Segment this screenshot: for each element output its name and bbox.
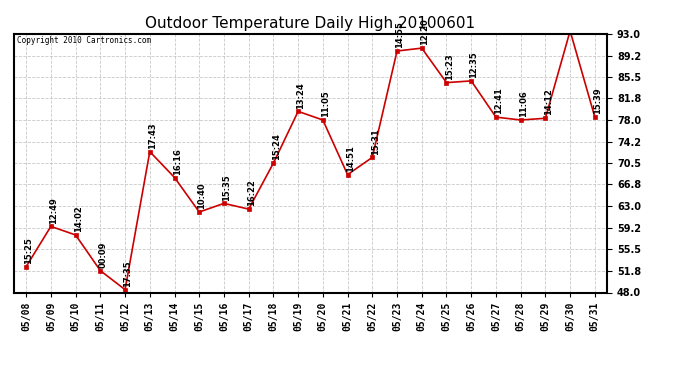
Text: 17:35: 17:35 xyxy=(124,260,132,287)
Text: 16:22: 16:22 xyxy=(247,180,256,206)
Text: 12:20: 12:20 xyxy=(420,19,429,45)
Text: 17:43: 17:43 xyxy=(148,122,157,149)
Text: 10:40: 10:40 xyxy=(197,183,206,209)
Text: 11:06: 11:06 xyxy=(519,90,528,117)
Text: 14:55: 14:55 xyxy=(395,21,404,48)
Text: 14:12: 14:12 xyxy=(544,88,553,116)
Text: 12:35: 12:35 xyxy=(469,51,478,78)
Text: 13:24: 13:24 xyxy=(297,82,306,109)
Text: 12:41: 12:41 xyxy=(494,87,503,114)
Text: 15:39: 15:39 xyxy=(593,88,602,114)
Text: 16:16: 16:16 xyxy=(172,148,181,175)
Text: 11:05: 11:05 xyxy=(321,90,330,117)
Text: 15:23: 15:23 xyxy=(445,53,454,80)
Text: Copyright 2010 Cartronics.com: Copyright 2010 Cartronics.com xyxy=(17,36,151,45)
Text: 15:31: 15:31 xyxy=(371,128,380,154)
Text: 15:35: 15:35 xyxy=(222,174,231,201)
Title: Outdoor Temperature Daily High 20100601: Outdoor Temperature Daily High 20100601 xyxy=(146,16,475,31)
Text: 15:24: 15:24 xyxy=(272,134,281,160)
Text: 15:25: 15:25 xyxy=(24,237,33,264)
Text: 14:02: 14:02 xyxy=(74,206,83,232)
Text: 00:09: 00:09 xyxy=(99,242,108,268)
Text: 12:49: 12:49 xyxy=(49,197,58,223)
Text: 13:48: 13:48 xyxy=(0,374,1,375)
Text: 14:51: 14:51 xyxy=(346,145,355,172)
